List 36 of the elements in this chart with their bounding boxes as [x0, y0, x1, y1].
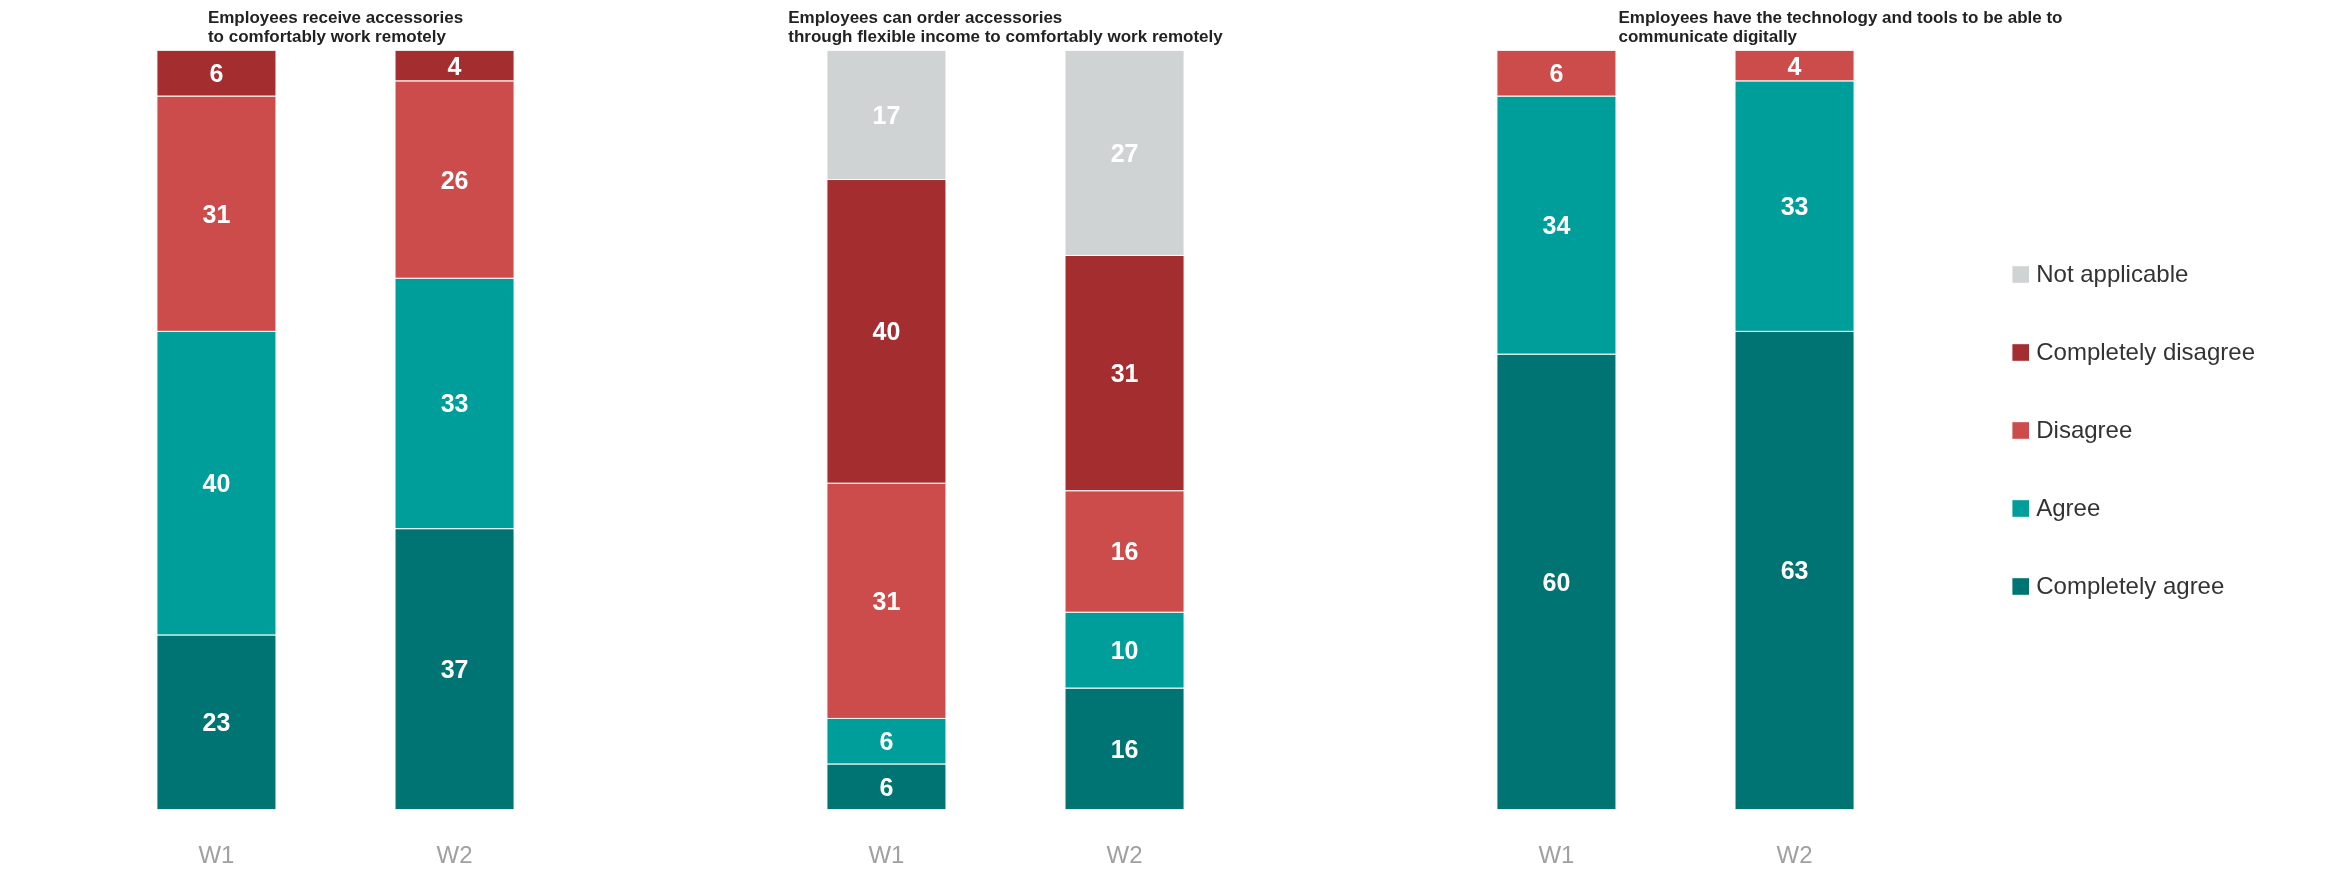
x-tick-label: W1 — [198, 840, 235, 868]
data-label: 6 — [879, 727, 894, 756]
data-label: 31 — [1110, 359, 1139, 388]
data-label: 6 — [879, 772, 894, 801]
chart-title: Employees receive accessories to comfortably work remotely — [207, 7, 464, 46]
x-tick-label: W1 — [1538, 840, 1575, 868]
data-label: 6 — [1549, 59, 1564, 88]
x-tick-label: W2 — [1106, 840, 1143, 868]
data-label: 31 — [872, 586, 901, 615]
data-label: 26 — [440, 165, 469, 194]
legend-label: Completely agree — [2036, 571, 2225, 600]
x-tick-label: W2 — [1776, 840, 1813, 868]
data-label: 37 — [440, 655, 469, 684]
data-label: 16 — [1110, 537, 1139, 566]
legend-label: Disagree — [2036, 415, 2134, 444]
data-label: 40 — [202, 469, 231, 498]
legend-label: Not applicable — [2036, 259, 2189, 288]
data-label: 6 — [209, 59, 224, 88]
data-label: 4 — [447, 51, 462, 80]
chart-title: Employees can order accessories through flexible income to comfortably work remotely — [788, 7, 1224, 46]
data-label: 16 — [1110, 734, 1139, 763]
data-label: 60 — [1542, 567, 1571, 596]
data-label: 31 — [202, 199, 231, 228]
legend-label: Agree — [2036, 493, 2102, 522]
data-label: 33 — [440, 389, 469, 418]
x-tick-label: W2 — [436, 840, 473, 868]
data-label: 40 — [872, 317, 901, 346]
data-label: 23 — [202, 708, 231, 737]
legend-label: Completely disagree — [2036, 337, 2255, 366]
data-label: 10 — [1110, 636, 1139, 665]
data-label: 4 — [1787, 51, 1802, 80]
data-label: 33 — [1780, 192, 1809, 221]
data-label: 63 — [1780, 556, 1809, 585]
data-label: 34 — [1542, 211, 1571, 240]
chart-title: Employees have the technology and tools to be able to communicate digitally — [1618, 7, 2063, 46]
x-tick-label: W1 — [868, 840, 905, 868]
